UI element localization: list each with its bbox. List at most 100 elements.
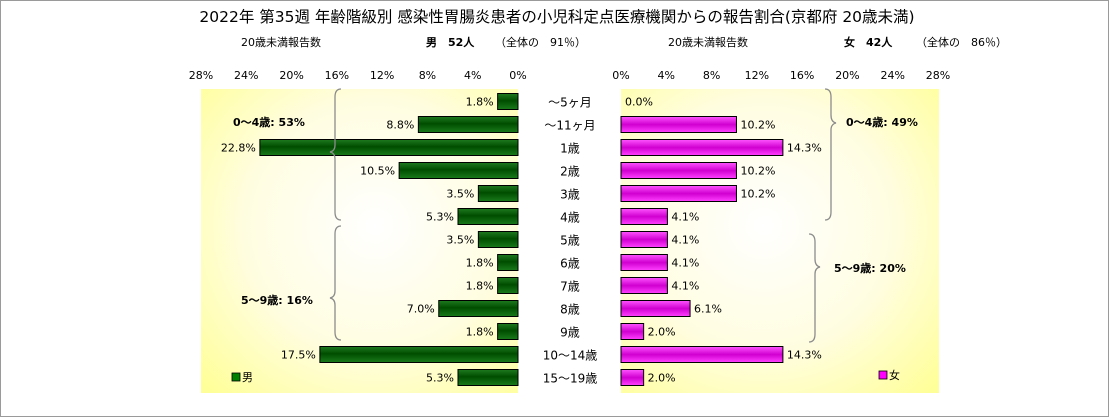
male-data-label: 1.8% xyxy=(466,280,494,293)
male-header-label: 20歳未満報告数 xyxy=(241,36,321,49)
category-label: ～5ヶ月 xyxy=(548,96,592,110)
x-tick-female: 0% xyxy=(612,69,629,82)
female-bar xyxy=(620,208,668,225)
male-bar xyxy=(457,208,519,225)
female-data-label: 4.1% xyxy=(671,234,699,247)
female-data-label: 4.1% xyxy=(671,280,699,293)
male-data-label: 8.8% xyxy=(386,119,414,132)
female-bar xyxy=(620,254,668,271)
male-legend-label: 男 xyxy=(242,371,253,384)
category-label: 6歳 xyxy=(560,257,580,271)
male-data-label: 1.8% xyxy=(466,96,494,109)
x-tick-male: 16% xyxy=(325,69,349,82)
female-data-label: 10.2% xyxy=(740,188,775,201)
male-bar xyxy=(497,93,519,110)
female-header-total: 女 42人 xyxy=(844,35,893,49)
female-data-label: 6.1% xyxy=(694,303,722,316)
male-bar xyxy=(497,254,519,271)
male-bars: 1.8% 8.8% 22.8% 10.5% 3.5% 5.3% 3.5% 1.8% 1.8% 7.… xyxy=(221,93,519,386)
female-header-label: 20歳未満報告数 xyxy=(668,36,748,49)
category-label: 15～19歳 xyxy=(543,372,598,386)
x-tick-female: 28% xyxy=(926,69,950,82)
male-bar xyxy=(319,346,519,363)
x-tick-female: 8% xyxy=(703,69,720,82)
female-bar xyxy=(620,231,668,248)
female-bar xyxy=(620,162,737,179)
male-data-label: 22.8% xyxy=(221,142,256,155)
x-tick-male: 28% xyxy=(189,69,213,82)
male-bar xyxy=(417,116,519,133)
category-label: 2歳 xyxy=(560,165,580,179)
category-label: 4歳 xyxy=(560,211,580,225)
female-data-label: 10.2% xyxy=(740,119,775,132)
male-bracket-5-9 xyxy=(329,225,342,341)
male-header-total: 男 52人 xyxy=(426,35,475,49)
female-bar xyxy=(620,139,784,156)
female-data-label: 0.0% xyxy=(625,96,653,109)
male-bar xyxy=(259,139,519,156)
category-label: 1歳 xyxy=(560,142,580,156)
male-data-label: 17.5% xyxy=(281,349,316,362)
category-label: ～11ヶ月 xyxy=(544,119,595,133)
x-tick-female: 24% xyxy=(880,69,904,82)
female-bar xyxy=(620,277,668,294)
male-data-label: 3.5% xyxy=(446,234,474,247)
male-bar xyxy=(497,277,519,294)
male-data-label: 3.5% xyxy=(446,188,474,201)
x-tick-male: 12% xyxy=(370,69,394,82)
female-bar xyxy=(620,369,645,386)
x-tick-male: 20% xyxy=(279,69,303,82)
female-header-ratio: （全体の 86％） xyxy=(916,35,1007,49)
male-bar xyxy=(438,300,519,317)
female-bracket-5-9 xyxy=(808,233,821,343)
category-labels: ～5ヶ月 ～11ヶ月 1歳 2歳 3歳 4歳 5歳 6歳 7歳 8歳 9歳 10～14歳 15～19歳 xyxy=(543,96,598,386)
male-data-label: 5.3% xyxy=(426,372,454,385)
category-label: 5歳 xyxy=(560,234,580,248)
female-bracket-0-4 xyxy=(824,88,837,221)
male-bar xyxy=(497,323,519,340)
category-label: 8歳 xyxy=(560,303,580,317)
female-group-label-0-4: 0～4歳: 49% xyxy=(846,115,918,129)
chart-title: 2022年 第35週 年齢階級別 感染性胃腸炎患者の小児科定点医療機関からの報告… xyxy=(199,8,914,26)
x-tick-male: 4% xyxy=(464,69,481,82)
category-label: 9歳 xyxy=(560,326,580,340)
male-legend-swatch xyxy=(231,372,241,382)
female-data-label: 4.1% xyxy=(671,211,699,224)
male-bar xyxy=(477,185,519,202)
female-data-label: 2.0% xyxy=(648,372,676,385)
x-tick-female: 4% xyxy=(658,69,675,82)
female-bar xyxy=(620,346,784,363)
category-label: 10～14歳 xyxy=(543,349,598,363)
male-data-label: 1.8% xyxy=(466,257,494,270)
x-tick-female: 20% xyxy=(835,69,859,82)
male-bar xyxy=(398,162,519,179)
x-tick-male: 8% xyxy=(419,69,436,82)
female-legend-swatch xyxy=(878,370,888,380)
x-tick-male: 0% xyxy=(509,69,526,82)
female-bars: 0.0% 10.2% 14.3% 10.2% 10.2% 4.1% 4.1% 4.1% 4.1%… xyxy=(620,96,822,386)
x-tick-male: 24% xyxy=(234,69,258,82)
female-bar xyxy=(620,116,737,133)
x-tick-female: 12% xyxy=(745,69,769,82)
category-label: 3歳 xyxy=(560,188,580,202)
female-data-label: 10.2% xyxy=(740,165,775,178)
female-bar xyxy=(620,323,645,340)
x-axis-ticks-male: 28% 24% 20% 16% 12% 8% 4% 0% xyxy=(189,69,527,82)
male-group-label-5-9: 5～9歳: 16% xyxy=(241,293,313,307)
male-header-ratio: （全体の 91％） xyxy=(495,35,586,49)
female-bar xyxy=(620,185,737,202)
female-data-label: 14.3% xyxy=(787,142,822,155)
male-data-label: 10.5% xyxy=(360,165,395,178)
x-tick-female: 16% xyxy=(790,69,814,82)
female-data-label: 14.3% xyxy=(787,349,822,362)
male-group-label-0-4: 0～4歳: 53% xyxy=(233,115,305,129)
female-data-label: 4.1% xyxy=(671,257,699,270)
female-bar xyxy=(620,300,691,317)
male-bar xyxy=(477,231,519,248)
male-data-label: 1.8% xyxy=(466,326,494,339)
male-bar xyxy=(457,369,519,386)
male-data-label: 7.0% xyxy=(407,303,435,316)
female-data-label: 2.0% xyxy=(648,326,676,339)
female-group-label-5-9: 5～9歳: 20% xyxy=(834,261,906,275)
